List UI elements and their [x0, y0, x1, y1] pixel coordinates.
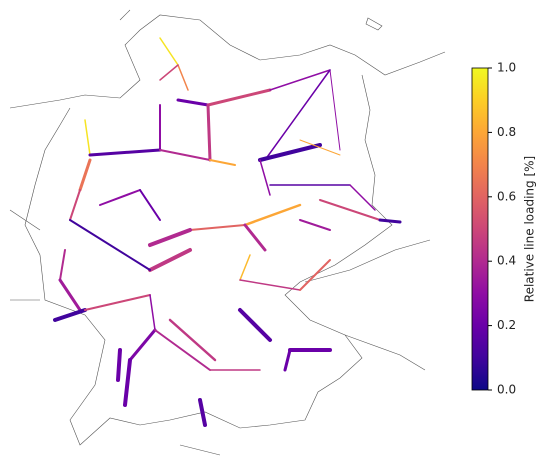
- transmission-line: [299, 139, 341, 156]
- transmission-line: [59, 249, 66, 281]
- transmission-line: [259, 159, 271, 196]
- transmission-line: [53, 308, 87, 322]
- transmission-line: [319, 199, 381, 221]
- transmission-line: [198, 398, 207, 427]
- transmission-line: [258, 143, 322, 162]
- transmission-line: [177, 64, 189, 91]
- transmission-line: [269, 69, 331, 91]
- transmission-line: [329, 69, 341, 151]
- transmission-line: [206, 103, 212, 162]
- transmission-line: [84, 119, 91, 156]
- colorbar-tick-label: 0.4: [497, 254, 516, 268]
- transmission-line: [238, 308, 272, 342]
- colorbar-tick-label: 0.6: [497, 189, 516, 203]
- transmission-line: [78, 158, 92, 192]
- transmission-line: [239, 254, 251, 281]
- transmission-line: [299, 219, 331, 231]
- network: [53, 37, 402, 427]
- transmission-line: [159, 149, 211, 161]
- transmission-line: [139, 189, 161, 221]
- colorbar-tick-label: 0.0: [497, 383, 516, 397]
- borders: [9, 9, 446, 456]
- transmission-line: [378, 218, 402, 224]
- colorbar-label: Relative line loading [%]: [523, 156, 537, 302]
- colorbar-tick-label: 0.2: [497, 318, 516, 332]
- transmission-line: [189, 224, 246, 231]
- transmission-line: [349, 184, 376, 211]
- transmission-line: [128, 328, 157, 362]
- transmission-line: [148, 228, 192, 247]
- transmission-line: [168, 318, 217, 362]
- transmission-line: [69, 189, 81, 221]
- colorbar-tick-label: 1.0: [497, 61, 516, 75]
- transmission-line: [148, 248, 192, 272]
- transmission-line: [264, 69, 331, 161]
- colorbar: [471, 67, 489, 391]
- transmission-line: [243, 203, 302, 227]
- transmission-line: [84, 294, 151, 311]
- transmission-line: [116, 348, 122, 382]
- transmission-line: [58, 278, 82, 312]
- transmission-line: [123, 358, 132, 407]
- transmission-line: [206, 88, 272, 107]
- transmission-line: [176, 98, 210, 107]
- transmission-line: [69, 219, 151, 271]
- transmission-line: [99, 189, 141, 206]
- transmission-line: [243, 223, 267, 252]
- transmission-line: [154, 329, 211, 371]
- transmission-line: [88, 148, 162, 157]
- transmission-line: [239, 279, 301, 291]
- colorbar-tick-label: 0.8: [497, 125, 516, 139]
- transmission-line: [283, 348, 292, 372]
- transmission-line: [209, 159, 236, 166]
- transmission-line: [299, 259, 331, 291]
- transmission-line: [159, 64, 179, 81]
- transmission-line: [149, 294, 156, 331]
- transmission-line: [159, 37, 179, 66]
